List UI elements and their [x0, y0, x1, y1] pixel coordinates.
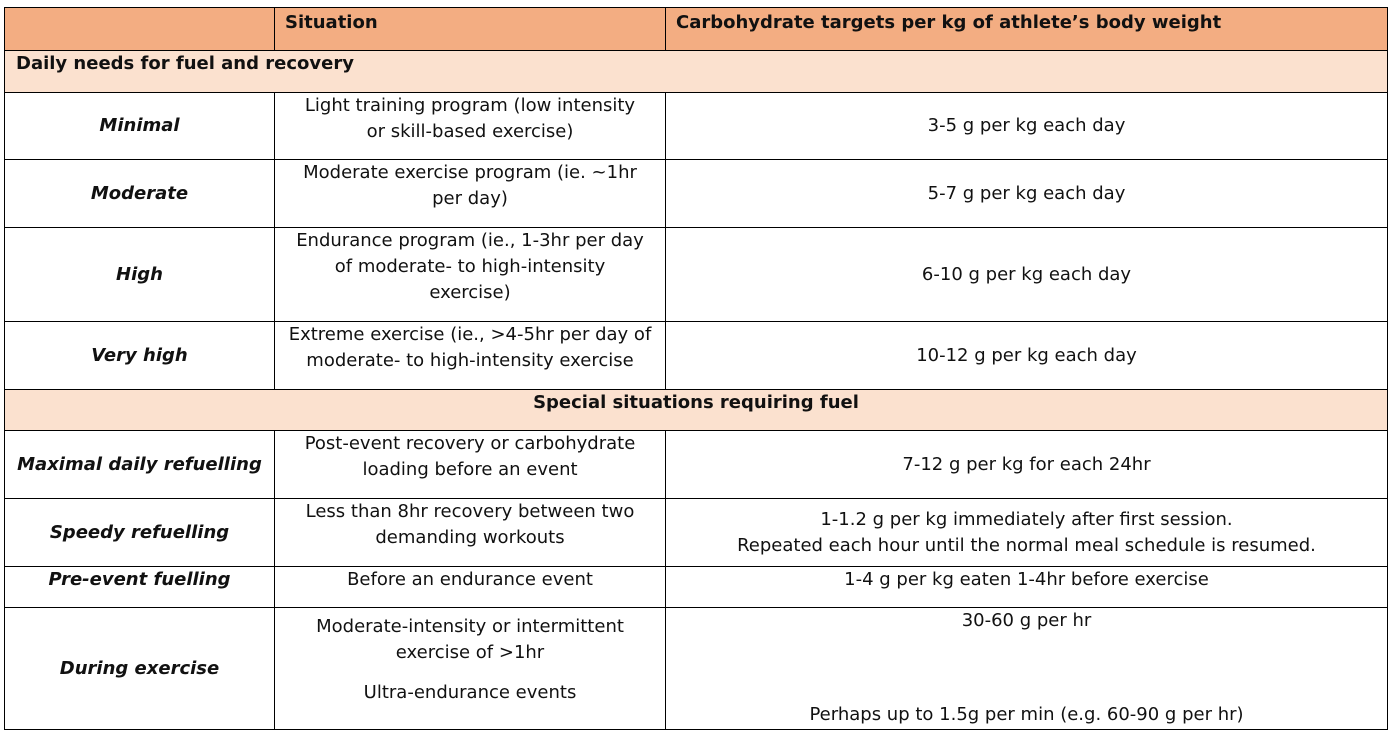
header-situation: Situation	[274, 7, 666, 51]
row-label: Very high	[4, 321, 275, 390]
situation-line: Post-event recovery or carbohydrate	[304, 433, 636, 454]
table-row: During exercise Moderate-intensity or in…	[4, 607, 1388, 730]
table-row: Minimal Light training program (low inte…	[4, 92, 1388, 160]
situation-line: per day)	[432, 188, 508, 209]
table-row: Moderate Moderate exercise program (ie. …	[4, 159, 1388, 228]
row-situation: Light training program (low intensity or…	[274, 92, 666, 160]
row-situation: Before an endurance event	[274, 566, 666, 608]
section-daily-needs: Daily needs for fuel and recovery	[4, 50, 1388, 93]
target-line: Repeated each hour until the normal meal…	[737, 534, 1316, 556]
situation-line: Ultra-endurance events	[363, 682, 577, 703]
target-line: 1-1.2 g per kg immediately after first s…	[820, 508, 1233, 530]
target-line: 30-60 g per hr	[961, 610, 1092, 631]
situation-line: moderate- to high-intensity exercise	[306, 350, 634, 371]
section-row-special: Special situations requiring fuel	[4, 389, 1388, 431]
row-target: 10-12 g per kg each day	[665, 321, 1388, 390]
row-situation: Less than 8hr recovery between two deman…	[274, 498, 666, 567]
situation-line: Endurance program (ie., 1-3hr per day	[296, 230, 644, 251]
row-target: 1-4 g per kg eaten 1-4hr before exercise	[665, 566, 1388, 608]
row-situation: Endurance program (ie., 1-3hr per day of…	[274, 227, 666, 322]
section-special-situations: Special situations requiring fuel	[4, 389, 1388, 431]
header-empty-cell	[4, 7, 275, 51]
situation-line: exercise)	[429, 282, 511, 303]
row-label: Maximal daily refuelling	[4, 430, 275, 499]
situation-line: Moderate-intensity or intermittent	[316, 616, 624, 637]
section-row-daily: Daily needs for fuel and recovery	[4, 50, 1388, 93]
row-label: During exercise	[4, 607, 275, 730]
row-target: 30-60 g per hr Perhaps up to 1.5g per mi…	[665, 607, 1388, 730]
row-situation: Moderate-intensity or intermittent exerc…	[274, 607, 666, 730]
table-row: Speedy refuelling Less than 8hr recovery…	[4, 498, 1388, 567]
row-target: 6-10 g per kg each day	[665, 227, 1388, 322]
row-target: 1-1.2 g per kg immediately after first s…	[665, 498, 1388, 567]
situation-line: of moderate- to high-intensity	[334, 256, 606, 277]
row-label: Pre-event fuelling	[4, 566, 275, 608]
situation-line: Light training program (low intensity	[304, 95, 636, 116]
target-line: Perhaps up to 1.5g per min (e.g. 60-90 g…	[809, 704, 1244, 725]
situation-line: Extreme exercise (ie., >4-5hr per day of	[288, 324, 652, 345]
header-carbohydrate-targets: Carbohydrate targets per kg of athlete’s…	[665, 7, 1388, 51]
row-target: 7-12 g per kg for each 24hr	[665, 430, 1388, 499]
table-row: Very high Extreme exercise (ie., >4-5hr …	[4, 321, 1388, 390]
row-label: Speedy refuelling	[4, 498, 275, 567]
row-label: High	[4, 227, 275, 322]
row-target: 5-7 g per kg each day	[665, 159, 1388, 228]
situation-line: loading before an event	[362, 459, 578, 480]
situation-line: Less than 8hr recovery between two	[305, 501, 635, 522]
situation-line: Moderate exercise program (ie. ~1hr	[303, 162, 637, 183]
row-situation: Post-event recovery or carbohydrate load…	[274, 430, 666, 499]
table-row: Pre-event fuelling Before an endurance e…	[4, 566, 1388, 608]
table-row: Maximal daily refuelling Post-event reco…	[4, 430, 1388, 499]
table-row: High Endurance program (ie., 1-3hr per d…	[4, 227, 1388, 322]
table-header-row: Situation Carbohydrate targets per kg of…	[4, 7, 1388, 51]
situation-line: exercise of >1hr	[395, 642, 545, 663]
row-label: Minimal	[4, 92, 275, 160]
row-target: 3-5 g per kg each day	[665, 92, 1388, 160]
situation-line: demanding workouts	[375, 527, 565, 548]
carbohydrate-targets-table: Situation Carbohydrate targets per kg of…	[4, 7, 1388, 730]
situation-line: or skill-based exercise)	[366, 121, 574, 142]
row-label: Moderate	[4, 159, 275, 228]
row-situation: Moderate exercise program (ie. ~1hr per …	[274, 159, 666, 228]
row-situation: Extreme exercise (ie., >4-5hr per day of…	[274, 321, 666, 390]
